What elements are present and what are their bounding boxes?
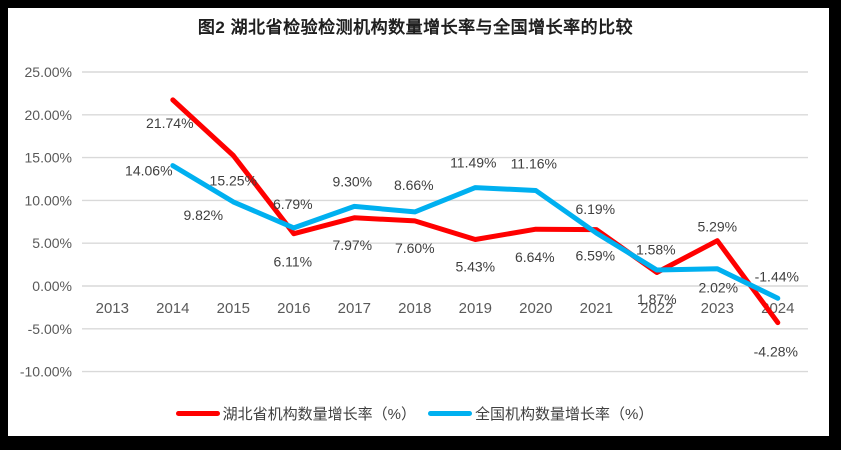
hubei-series-line (170, 97, 781, 326)
data-label: 8.66% (394, 177, 434, 193)
y-axis-tick-label: -5.00% (28, 321, 72, 337)
x-axis-tick-label: 2021 (580, 300, 613, 317)
x-axis-tick-label: 2022 (640, 300, 673, 317)
data-label: 6.64% (515, 249, 555, 265)
legend-item-hubei: 湖北省机构数量增长率（%） (175, 403, 416, 424)
x-axis-tick-label: 2013 (96, 300, 129, 317)
data-label: 7.97% (332, 237, 372, 253)
x-axis-tick-label: 2019 (459, 300, 492, 317)
data-label: 5.29% (697, 219, 737, 235)
data-label: 1.87% (637, 291, 677, 307)
national-series-line-swatch (428, 411, 472, 416)
data-label: 14.06% (125, 163, 172, 179)
data-label: -4.28% (754, 344, 798, 360)
x-axis-tick-label: 2018 (398, 300, 431, 317)
legend-label-national: 全国机构数量增长率（%） (475, 406, 654, 423)
x-axis-tick-label: 2015 (217, 300, 250, 317)
data-label: 9.82% (183, 207, 223, 223)
data-label: 9.30% (332, 173, 372, 189)
data-label: 15.25% (210, 173, 257, 189)
y-axis-tick-label: 5.00% (32, 235, 72, 251)
national-series-line (170, 163, 781, 301)
data-label: 11.16% (511, 156, 557, 172)
y-axis-tick-label: 20.00% (25, 107, 72, 123)
data-label: 6.59% (575, 248, 615, 264)
data-label: -1.44% (755, 268, 799, 284)
y-axis-tick-label: 25.00% (25, 64, 72, 80)
x-axis-tick-label: 2017 (338, 300, 371, 317)
data-label: 6.11% (273, 254, 312, 270)
legend-label-hubei: 湖北省机构数量增长率（%） (222, 406, 416, 423)
chart-legend: 湖北省机构数量增长率（%） 全国机构数量增长率（%） (0, 403, 829, 424)
y-axis-tick-label: -10.00% (20, 364, 72, 380)
x-axis-tick-label: 2023 (701, 300, 734, 317)
data-label: 7.60% (395, 240, 435, 256)
data-label: 6.79% (273, 196, 313, 212)
legend-item-national: 全国机构数量增长率（%） (428, 403, 653, 424)
data-label: 11.49% (450, 155, 496, 171)
y-axis-tick-label: 0.00% (32, 278, 72, 294)
x-axis-tick-label: 2020 (519, 300, 552, 317)
x-axis-tick-label: 2016 (277, 300, 310, 317)
data-label: 2.02% (698, 280, 738, 296)
data-label: 21.74% (146, 115, 193, 131)
x-axis-tick-label: 2014 (156, 300, 189, 317)
y-axis-tick-label: 10.00% (25, 192, 72, 208)
data-label: 5.43% (455, 259, 495, 275)
data-label: 6.19% (575, 201, 615, 217)
y-axis-tick-label: 15.00% (25, 150, 72, 166)
hubei-series-line-swatch (175, 411, 220, 416)
data-label: 1.58% (636, 242, 676, 258)
chart-title: 图2 湖北省检验检测机构数量增长率与全国增长率的比较 (197, 18, 634, 37)
